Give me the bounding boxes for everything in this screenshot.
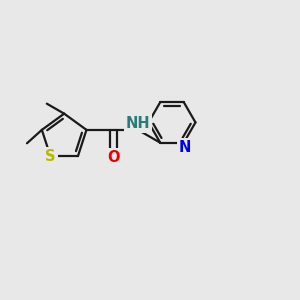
Text: NH: NH xyxy=(126,116,150,131)
Text: O: O xyxy=(107,150,120,165)
Text: S: S xyxy=(45,148,56,164)
Text: N: N xyxy=(179,140,191,155)
